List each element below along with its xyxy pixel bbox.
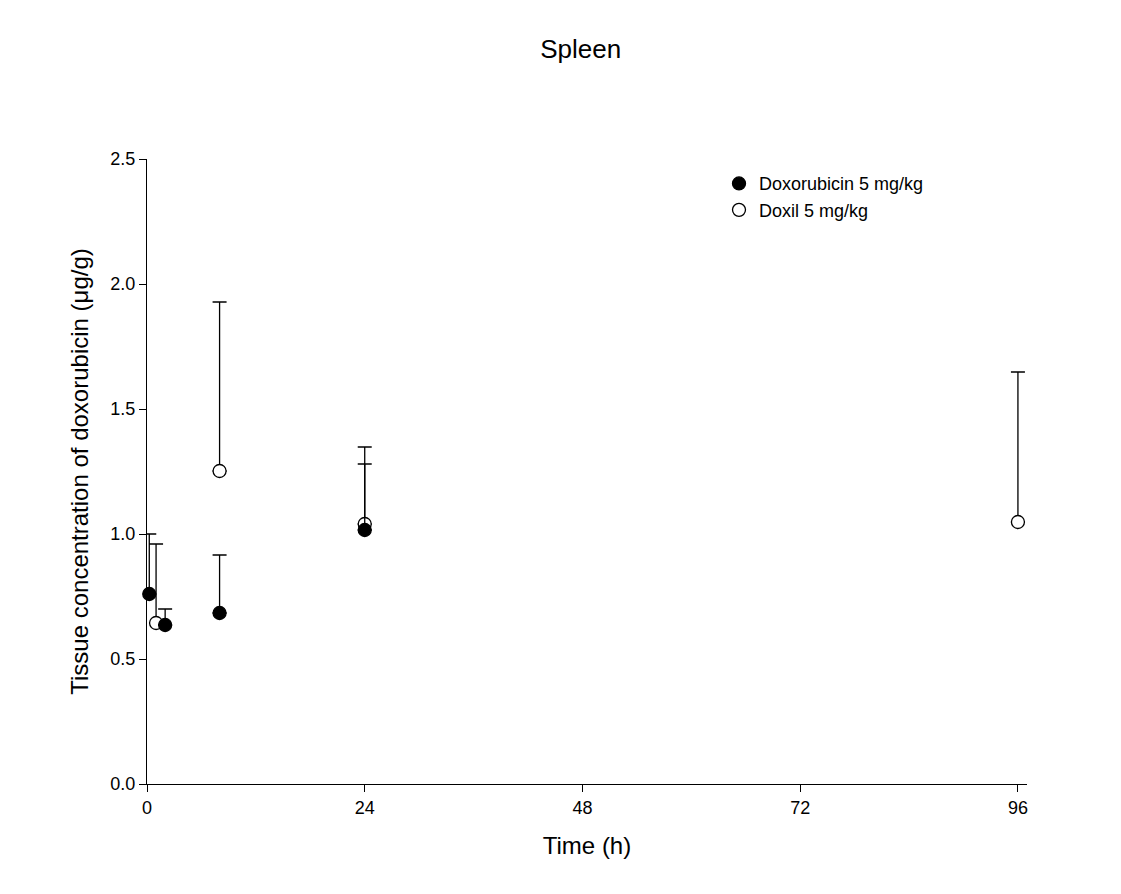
svg-text:72: 72 (790, 798, 810, 818)
svg-text:0: 0 (142, 798, 152, 818)
svg-text:2.0: 2.0 (110, 274, 135, 294)
svg-text:48: 48 (572, 798, 592, 818)
svg-text:Doxil 5 mg/kg: Doxil 5 mg/kg (759, 201, 868, 221)
svg-text:96: 96 (1008, 798, 1028, 818)
svg-text:Time (h): Time (h) (543, 832, 631, 859)
svg-text:24: 24 (355, 798, 375, 818)
svg-text:1.0: 1.0 (110, 524, 135, 544)
svg-text:0.5: 0.5 (110, 649, 135, 669)
svg-text:Doxorubicin 5 mg/kg: Doxorubicin 5 mg/kg (759, 174, 923, 194)
svg-text:Tissue concentration of doxoru: Tissue concentration of doxorubicin (μg/… (66, 248, 93, 694)
svg-text:1.5: 1.5 (110, 399, 135, 419)
svg-text:Spleen: Spleen (540, 34, 621, 64)
svg-text:2.5: 2.5 (110, 149, 135, 169)
svg-text:0.0: 0.0 (110, 774, 135, 794)
